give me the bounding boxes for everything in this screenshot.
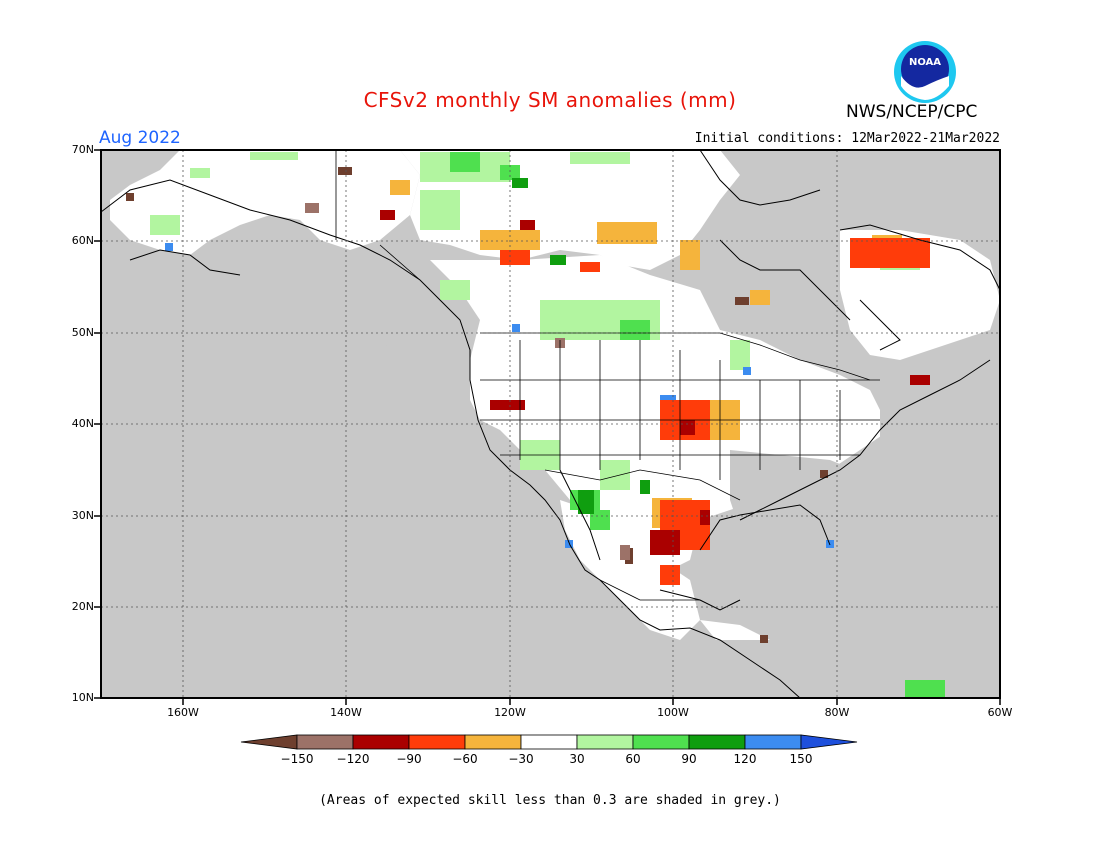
colorbar-tick-label: 30 <box>569 752 585 766</box>
no-skill-patches <box>101 190 1000 698</box>
graticule <box>101 150 1000 698</box>
colorbar-tick-label: 120 <box>733 752 757 766</box>
lat-label: 60N <box>71 234 94 247</box>
political-boundaries <box>335 150 880 601</box>
colorbar-tick-label: −120 <box>336 752 370 766</box>
lat-label: 40N <box>71 417 94 430</box>
colorbar-tick-label: −90 <box>396 752 422 766</box>
map-title: CFSv2 monthly SM anomalies (mm) <box>363 88 737 112</box>
axis-ticks <box>94 149 1001 705</box>
coastlines <box>100 149 1001 699</box>
lon-label: 80W <box>824 706 850 719</box>
initial-conditions: Initial conditions: 12Mar2022-21Mar2022 <box>694 131 1000 146</box>
lon-label: 160W <box>167 706 199 719</box>
lat-label: 70N <box>71 143 94 156</box>
colorbar-tick-label: 150 <box>789 752 813 766</box>
valid-month: Aug 2022 <box>99 128 181 148</box>
lon-label: 140W <box>330 706 362 719</box>
colorbar-tick-label: −150 <box>280 752 314 766</box>
lat-label: 10N <box>71 691 94 704</box>
colorbar-tick-label: 90 <box>681 752 697 766</box>
colorbar-tick-label: −30 <box>508 752 534 766</box>
lat-label: 20N <box>71 600 94 613</box>
logo-text: NOAA <box>909 57 941 68</box>
lat-label: 30N <box>71 509 94 522</box>
colorbar-tick-label: −60 <box>452 752 478 766</box>
lon-label: 60W <box>987 706 1013 719</box>
noaa-logo: NOAA <box>894 41 956 103</box>
lon-label: 100W <box>657 706 689 719</box>
lat-label: 50N <box>71 326 94 339</box>
lon-label: 120W <box>494 706 526 719</box>
footnote: (Areas of expected skill less than 0.3 a… <box>319 793 781 808</box>
organization-label: NWS/NCEP/CPC <box>846 102 978 122</box>
colorbar-tick-label: 60 <box>625 752 641 766</box>
